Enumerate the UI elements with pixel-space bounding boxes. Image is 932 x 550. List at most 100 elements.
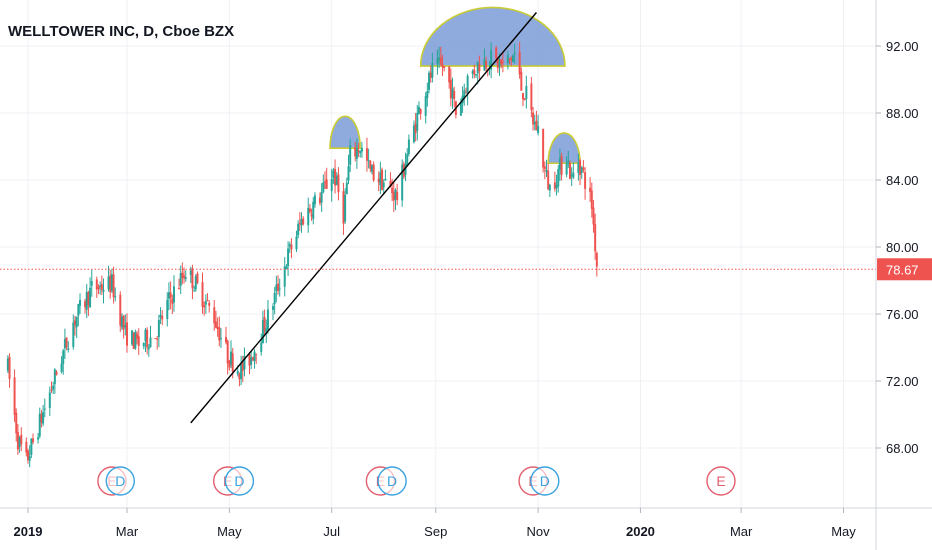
candle-body — [424, 96, 427, 116]
candle-body — [357, 150, 360, 153]
trendline-layer — [190, 12, 537, 424]
candle-body — [577, 162, 580, 173]
candle-body — [218, 327, 221, 341]
x-tick-label: Mar — [116, 524, 139, 539]
candle-body — [406, 154, 409, 167]
candle-body — [30, 438, 33, 455]
candle-body — [28, 456, 31, 461]
candle-body — [349, 145, 352, 165]
candle-body — [557, 169, 560, 187]
candle-body — [77, 304, 80, 316]
candle-body — [464, 92, 467, 94]
candle-body — [225, 336, 227, 343]
candle-body — [119, 294, 122, 326]
candle-body — [99, 285, 102, 288]
candle-body — [372, 164, 375, 181]
candle-body — [381, 169, 384, 191]
candle-body — [241, 363, 244, 371]
candle-body — [579, 160, 582, 175]
x-tick-label: May — [831, 524, 856, 539]
dividend-marker-label: D — [387, 473, 397, 489]
candle-body — [523, 98, 526, 100]
candle-body — [169, 292, 172, 298]
candle-body — [344, 194, 347, 222]
dividend-marker[interactable] — [377, 466, 407, 496]
candle-body — [166, 299, 169, 319]
candle-body — [122, 315, 125, 330]
candle-body — [334, 168, 337, 186]
candle-body — [172, 286, 175, 303]
candle-body — [308, 208, 311, 213]
earnings-marker[interactable] — [706, 466, 736, 496]
candle-body — [271, 306, 274, 310]
candle-body — [206, 300, 209, 302]
candle-body — [545, 169, 548, 172]
candle-body — [216, 326, 219, 330]
candle-body — [120, 316, 123, 328]
dividend-marker[interactable] — [530, 466, 560, 496]
time-axis[interactable]: 2019 Mar May Jul Sep Nov 2020 Mar May — [14, 508, 857, 539]
pattern-right-shoulder[interactable] — [547, 132, 581, 165]
trendline[interactable] — [190, 12, 537, 424]
candle-body — [142, 342, 145, 347]
candle-body — [95, 279, 98, 290]
dividend-marker[interactable] — [224, 466, 255, 496]
candle-body — [500, 59, 503, 65]
candle-body — [42, 412, 45, 424]
y-tick-label: 80.00 — [886, 240, 919, 255]
dividend-marker-label: D — [115, 473, 125, 489]
candle-body — [584, 172, 587, 189]
candle-body — [228, 360, 231, 368]
candle-body — [532, 112, 535, 125]
price-axis[interactable]: 68.00 72.00 76.00 80.00 84.00 88.00 92.00 78.67 — [876, 39, 932, 456]
candle-body — [412, 125, 415, 143]
candle-body — [370, 165, 373, 172]
candle-body — [354, 147, 357, 157]
pattern-left-shoulder[interactable] — [329, 115, 362, 149]
candle-body — [107, 276, 110, 290]
candle-body — [369, 160, 372, 169]
candle-body — [429, 72, 432, 78]
candle-body — [183, 275, 186, 279]
candle-body — [251, 357, 254, 361]
candle-body — [48, 392, 51, 408]
candle-body — [204, 301, 207, 305]
candle-body — [208, 302, 211, 306]
candle-body — [90, 281, 93, 286]
candle-body — [555, 185, 558, 189]
candle-body — [290, 244, 293, 250]
candle-body — [89, 287, 92, 308]
candle-body — [520, 71, 523, 91]
candle-body — [478, 64, 481, 72]
candle-body — [473, 69, 476, 75]
candle-body — [589, 187, 592, 192]
candle-body — [320, 191, 323, 203]
candle-body — [277, 283, 280, 292]
candle-body — [501, 61, 504, 63]
candle-body — [365, 148, 368, 161]
candle-body — [310, 214, 313, 217]
candle-body — [55, 371, 58, 375]
candle-body — [302, 218, 305, 225]
candle-body — [313, 195, 316, 205]
candle-body — [379, 172, 382, 186]
candle-body — [62, 350, 65, 364]
candle-body — [278, 288, 281, 290]
candle-body — [389, 181, 392, 187]
candle-body — [337, 174, 340, 193]
candle-body — [97, 287, 100, 290]
candle-body — [438, 57, 441, 60]
dividend-marker[interactable] — [105, 466, 135, 496]
candle-body — [146, 329, 149, 348]
candle-body — [226, 340, 229, 364]
candle-body — [265, 328, 268, 335]
dividend-marker-label: D — [234, 473, 244, 489]
candle-body — [367, 160, 370, 162]
candle-body — [136, 333, 139, 340]
candle-body — [565, 163, 568, 175]
candle-body — [154, 338, 157, 340]
candle-body — [63, 338, 66, 349]
candle-body — [255, 353, 258, 355]
